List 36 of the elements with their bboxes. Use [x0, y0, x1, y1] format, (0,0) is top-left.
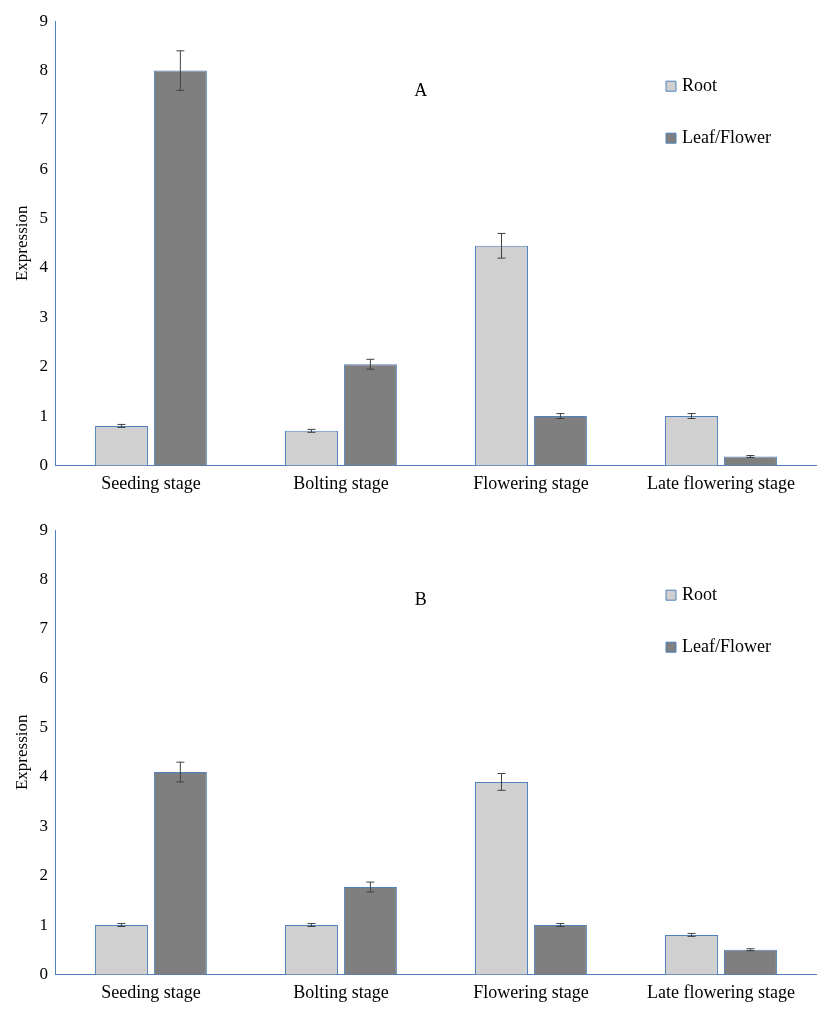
x-tick-label: Flowering stage [473, 472, 589, 493]
legend-label: Leaf/Flower [682, 635, 771, 656]
y-tick-label: 0 [39, 454, 48, 474]
x-tick-label: Bolting stage [293, 981, 389, 1002]
y-tick-label: 0 [39, 963, 48, 983]
x-tick-label: Seeding stage [101, 472, 201, 493]
y-axis-title: Expression [11, 205, 31, 282]
y-tick-label: 2 [39, 865, 48, 885]
y-tick-label: 5 [39, 208, 48, 228]
y-tick-label: 7 [39, 109, 49, 129]
y-tick-label: 8 [39, 569, 48, 589]
text: A [414, 79, 428, 100]
y-tick-label: 4 [39, 766, 49, 786]
y-tick-label: 9 [39, 519, 48, 539]
y-tick-label: 6 [39, 158, 48, 178]
legend-label: Root [682, 583, 718, 604]
y-tick-label: 6 [39, 667, 48, 687]
y-tick-label: 9 [39, 10, 48, 30]
x-tick-label: Late flowering stage [647, 981, 795, 1002]
x-tick-label: Seeding stage [101, 981, 201, 1002]
y-tick-label: 5 [39, 717, 48, 737]
y-tick-label: 2 [39, 356, 48, 376]
y-tick-label: 7 [39, 618, 49, 638]
legend-label: Root [682, 74, 718, 95]
y-tick-label: 3 [39, 306, 48, 326]
x-tick-label: Flowering stage [473, 981, 589, 1002]
x-tick-label: Late flowering stage [647, 472, 795, 493]
y-tick-label: 1 [39, 914, 48, 934]
y-tick-label: 3 [39, 815, 48, 835]
y-tick-label: 4 [39, 257, 49, 277]
y-tick-label: 8 [39, 60, 48, 80]
text: B [414, 588, 427, 609]
x-tick-label: Bolting stage [293, 472, 389, 493]
y-tick-label: 1 [39, 405, 48, 425]
legend-label: Leaf/Flower [682, 126, 771, 147]
y-axis-title: Expression [11, 714, 31, 791]
